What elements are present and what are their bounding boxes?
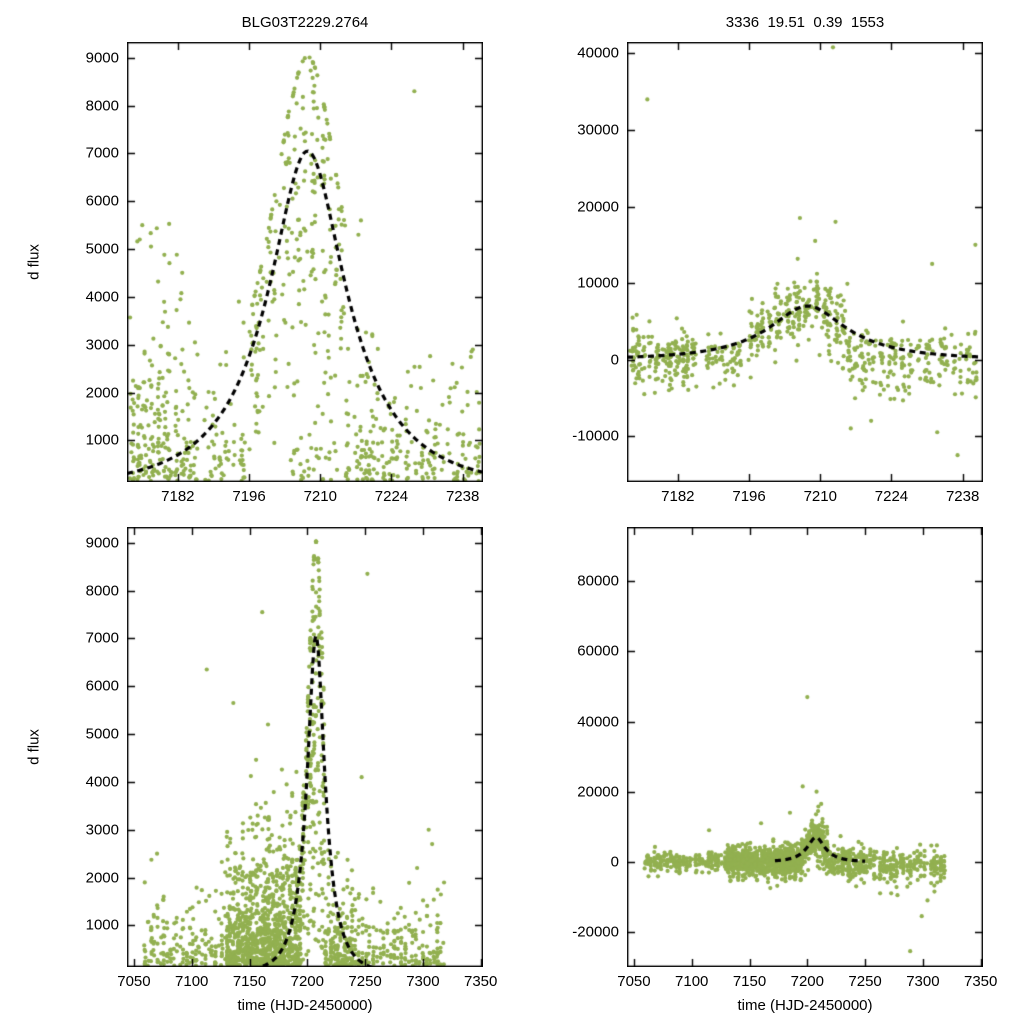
- y-tick-label: 60000: [577, 642, 619, 660]
- x-tick-label: 7350: [964, 973, 998, 990]
- y-tick-label: 10000: [577, 274, 619, 292]
- y-tick-label: 40000: [577, 713, 619, 731]
- plot-panel-bottom-right: [627, 527, 983, 967]
- x-tick-label: 7238: [445, 488, 480, 505]
- x-tick-label: 7196: [232, 488, 266, 505]
- plot-panel-top-right: [627, 42, 983, 482]
- x-tick-label: 7200: [790, 973, 824, 990]
- y-tick-label: 6000: [85, 192, 119, 210]
- x-axis-label-right: time (HJD-2450000): [737, 997, 873, 1014]
- y-tick-label: 9000: [85, 534, 119, 552]
- y-tick-label: 2000: [85, 869, 119, 887]
- y-tick-label: 5000: [85, 725, 119, 743]
- panel-title-fit-params: 3336 19.51 0.39 1553: [725, 14, 885, 31]
- y-tick-label: 6000: [85, 677, 119, 695]
- plot-panel-bottom-left: [127, 527, 483, 967]
- y-tick-label: 0: [610, 351, 619, 369]
- y-tick-label: 1000: [85, 916, 119, 934]
- x-tick-label: 7150: [732, 973, 767, 990]
- y-tick-label: 8000: [85, 97, 119, 115]
- x-tick-label: 7250: [848, 973, 882, 990]
- y-tick-label: 30000: [577, 121, 619, 139]
- x-tick-label: 7196: [732, 488, 766, 505]
- x-tick-label: 7224: [374, 488, 409, 505]
- x-tick-label: 7350: [464, 973, 498, 990]
- x-tick-label: 7050: [617, 973, 651, 990]
- y-tick-label: 4000: [85, 773, 119, 791]
- y-tick-label: 40000: [577, 44, 619, 62]
- x-tick-label: 7182: [161, 488, 195, 505]
- y-tick-label: -10000: [572, 427, 619, 445]
- y-tick-label: 20000: [577, 198, 619, 216]
- y-tick-label: 3000: [85, 336, 119, 354]
- x-tick-label: 7100: [675, 973, 709, 990]
- y-tick-label: 3000: [85, 821, 119, 839]
- y-tick-label: -20000: [572, 923, 619, 941]
- y-axis-label-top: d flux: [25, 244, 43, 280]
- y-tick-label: 9000: [85, 49, 119, 67]
- y-tick-label: 20000: [577, 783, 619, 801]
- plot-panel-top-left: [127, 42, 483, 482]
- x-tick-label: 7224: [874, 488, 909, 505]
- y-tick-label: 4000: [85, 288, 119, 306]
- x-tick-label: 7238: [945, 488, 980, 505]
- y-tick-label: 2000: [85, 384, 119, 402]
- x-tick-label: 7050: [117, 973, 151, 990]
- x-tick-label: 7210: [803, 488, 837, 505]
- x-tick-label: 7300: [406, 973, 440, 990]
- x-tick-label: 7100: [175, 973, 209, 990]
- y-tick-label: 7000: [85, 629, 119, 647]
- x-tick-label: 7200: [290, 973, 324, 990]
- y-axis-label-bottom: d flux: [25, 729, 43, 765]
- y-tick-label: 7000: [85, 144, 119, 162]
- x-tick-label: 7250: [348, 973, 382, 990]
- y-tick-label: 5000: [85, 240, 119, 258]
- y-tick-label: 80000: [577, 572, 619, 590]
- x-tick-label: 7150: [232, 973, 267, 990]
- x-axis-label-left: time (HJD-2450000): [237, 997, 373, 1014]
- y-tick-label: 1000: [85, 431, 119, 449]
- x-tick-label: 7210: [303, 488, 337, 505]
- y-tick-label: 0: [610, 853, 619, 871]
- x-tick-label: 7182: [661, 488, 695, 505]
- y-tick-label: 8000: [85, 582, 119, 600]
- panel-title-star-id: BLG03T2229.2764: [241, 14, 369, 31]
- x-tick-label: 7300: [906, 973, 940, 990]
